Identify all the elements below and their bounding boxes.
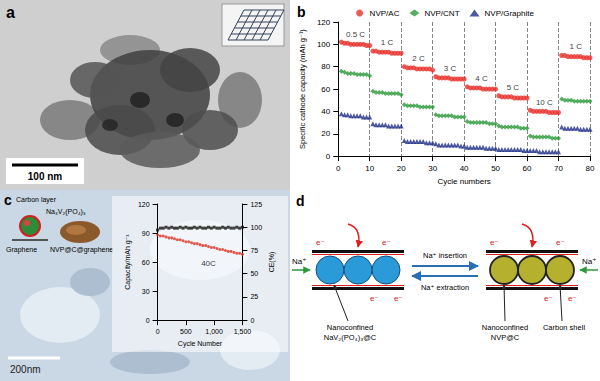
svg-text:c: c — [4, 192, 12, 208]
svg-text:25: 25 — [250, 293, 258, 300]
svg-text:NVP/CNT: NVP/CNT — [424, 9, 459, 18]
svg-text:90: 90 — [142, 230, 150, 237]
svg-text:b: b — [297, 4, 306, 20]
svg-text:60: 60 — [523, 164, 532, 173]
svg-text:3 C: 3 C — [444, 64, 457, 73]
svg-text:0: 0 — [156, 328, 160, 335]
svg-text:80: 80 — [586, 164, 595, 173]
svg-text:1 C: 1 C — [570, 42, 583, 51]
svg-text:120: 120 — [317, 18, 331, 27]
svg-text:40: 40 — [460, 164, 469, 173]
svg-text:70: 70 — [554, 164, 563, 173]
svg-text:60: 60 — [142, 259, 150, 266]
svg-text:0.5 C: 0.5 C — [346, 30, 365, 39]
svg-text:Nanoconfined: Nanoconfined — [327, 323, 373, 332]
svg-text:80: 80 — [321, 62, 330, 71]
svg-text:Capacity/mAh g⁻¹: Capacity/mAh g⁻¹ — [124, 234, 132, 290]
svg-text:e⁻: e⁻ — [568, 294, 577, 303]
svg-text:Na⁺ extraction: Na⁺ extraction — [421, 283, 469, 292]
svg-text:e⁻: e⁻ — [544, 294, 553, 303]
svg-text:1,000: 1,000 — [205, 328, 223, 335]
svg-text:1 C: 1 C — [381, 38, 394, 47]
svg-text:e⁻: e⁻ — [382, 238, 391, 247]
svg-text:100: 100 — [250, 224, 262, 231]
svg-text:75: 75 — [250, 247, 258, 254]
svg-text:20: 20 — [321, 129, 330, 138]
svg-text:40: 40 — [321, 107, 330, 116]
svg-text:NaV₂(PO₄)₃@C: NaV₂(PO₄)₃@C — [324, 333, 377, 342]
svg-text:e⁻: e⁻ — [490, 238, 499, 247]
svg-text:40C: 40C — [201, 259, 216, 268]
svg-text:60: 60 — [321, 85, 330, 94]
svg-text:NVP@C: NVP@C — [491, 333, 520, 342]
svg-text:0: 0 — [326, 152, 331, 161]
svg-text:CE(%): CE(%) — [268, 252, 276, 273]
svg-text:NVP/Graphite: NVP/Graphite — [485, 9, 535, 18]
svg-text:Na⁺: Na⁺ — [582, 257, 596, 266]
svg-text:Cycle numbers: Cycle numbers — [437, 177, 490, 186]
svg-text:Carbon shell: Carbon shell — [543, 323, 585, 332]
svg-text:125: 125 — [250, 201, 262, 208]
svg-text:Graphene: Graphene — [6, 246, 37, 254]
svg-text:100 nm: 100 nm — [28, 171, 63, 182]
svg-text:e⁻: e⁻ — [556, 238, 565, 247]
svg-text:30: 30 — [428, 164, 437, 173]
svg-text:20: 20 — [397, 164, 406, 173]
svg-text:e⁻: e⁻ — [370, 294, 379, 303]
svg-text:10 C: 10 C — [536, 98, 553, 107]
svg-text:120: 120 — [138, 201, 150, 208]
svg-text:0: 0 — [250, 317, 254, 324]
svg-text:Specific cathode capacity (mAh: Specific cathode capacity (mAh g⁻¹) — [298, 29, 307, 149]
svg-text:NVP/AC: NVP/AC — [370, 9, 400, 18]
svg-text:0: 0 — [336, 164, 341, 173]
svg-text:e⁻: e⁻ — [316, 238, 325, 247]
svg-text:100: 100 — [317, 40, 331, 49]
svg-text:Na⁺ insertion: Na⁺ insertion — [423, 251, 467, 260]
svg-text:50: 50 — [491, 164, 500, 173]
svg-text:e⁻: e⁻ — [394, 294, 403, 303]
svg-text:1,500: 1,500 — [234, 328, 252, 335]
svg-text:10: 10 — [365, 164, 374, 173]
svg-text:Carbon layer: Carbon layer — [16, 196, 57, 204]
svg-text:a: a — [6, 4, 15, 21]
svg-text:200nm: 200nm — [10, 364, 41, 375]
svg-text:30: 30 — [142, 288, 150, 295]
svg-text:500: 500 — [180, 328, 192, 335]
svg-text:5 C: 5 C — [507, 83, 520, 92]
svg-text:Cycle Number: Cycle Number — [178, 340, 223, 348]
svg-text:d: d — [296, 193, 305, 209]
svg-text:Na₃V₂(PO₄)₃: Na₃V₂(PO₄)₃ — [46, 208, 86, 216]
svg-text:0: 0 — [146, 317, 150, 324]
svg-text:NVP@C@graphene: NVP@C@graphene — [50, 246, 113, 254]
svg-text:4 C: 4 C — [475, 74, 488, 83]
svg-text:Nanoconfined: Nanoconfined — [482, 323, 528, 332]
svg-text:Na⁺: Na⁺ — [292, 257, 306, 266]
svg-text:50: 50 — [250, 270, 258, 277]
svg-text:2 C: 2 C — [412, 54, 425, 63]
